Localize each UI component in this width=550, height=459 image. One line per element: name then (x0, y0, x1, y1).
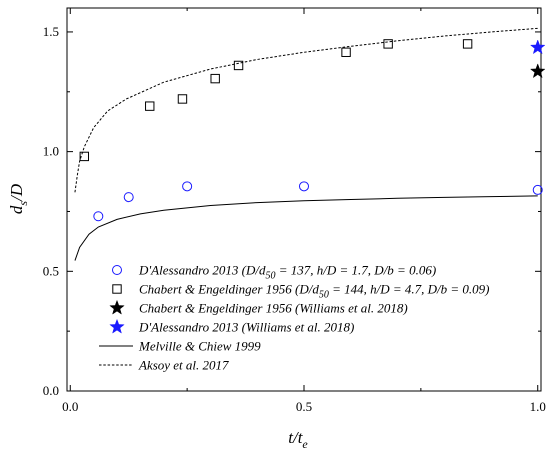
data-point-series-0 (299, 181, 309, 192)
data-point-series-1 (210, 73, 220, 84)
markers-layer (79, 39, 546, 222)
x-tick-label: 0.0 (62, 399, 78, 414)
y-tick-label: 0.5 (43, 263, 59, 278)
legend: D'Alessandro 2013 (D/d50 = 137, h/D = 1.… (99, 263, 489, 373)
data-point-series-1 (233, 60, 244, 71)
data-point-series-1 (462, 39, 473, 49)
data-point-series-1 (145, 101, 155, 111)
legend-label-0: D'Alessandro 2013 (D/d50 = 137, h/D = 1.… (138, 263, 436, 282)
data-point-series-1 (383, 39, 393, 49)
data-point-series-0 (182, 181, 193, 192)
legend-marker-0 (112, 265, 122, 275)
series-line-4 (74, 195, 538, 261)
data-point-series-1 (79, 151, 89, 162)
data-point-series-1 (177, 94, 188, 104)
data-point-series-0 (532, 184, 543, 195)
x-tick-label: 0.5 (296, 399, 312, 414)
x-axis-title: t/te (288, 428, 308, 451)
data-point-series-0 (93, 211, 104, 222)
curves-layer (74, 27, 538, 261)
legend-label-3: D'Alessandro 2013 (Williams et al. 2018) (138, 320, 354, 335)
data-point-series-3 (529, 39, 546, 55)
legend-label-2: Chabert & Engeldinger 1956 (Williams et … (139, 301, 408, 316)
legend-label-1: Chabert & Engeldinger 1956 (D/d50 = 144,… (139, 282, 489, 301)
data-point-series-1 (341, 47, 351, 57)
legend-marker-2 (109, 299, 125, 315)
y-tick-label: 1.5 (43, 24, 59, 39)
legend-marker-3 (109, 318, 125, 334)
y-tick-label: 1.0 (43, 144, 59, 159)
data-point-series-2 (529, 63, 546, 79)
ticks-layer: 0.0 0.5 1.0 0.0 0.5 1.0 1.5 (43, 8, 546, 414)
y-axis-title: ds/D (7, 183, 30, 214)
legend-marker-1 (112, 284, 122, 294)
data-point-series-0 (123, 192, 134, 203)
series-line-5 (74, 27, 538, 193)
y-tick-label: 0.0 (43, 383, 59, 398)
legend-label-5: Aksoy et al. 2017 (138, 358, 229, 373)
legend-label-4: Melville & Chiew 1999 (138, 339, 261, 354)
x-tick-label: 1.0 (530, 399, 546, 414)
